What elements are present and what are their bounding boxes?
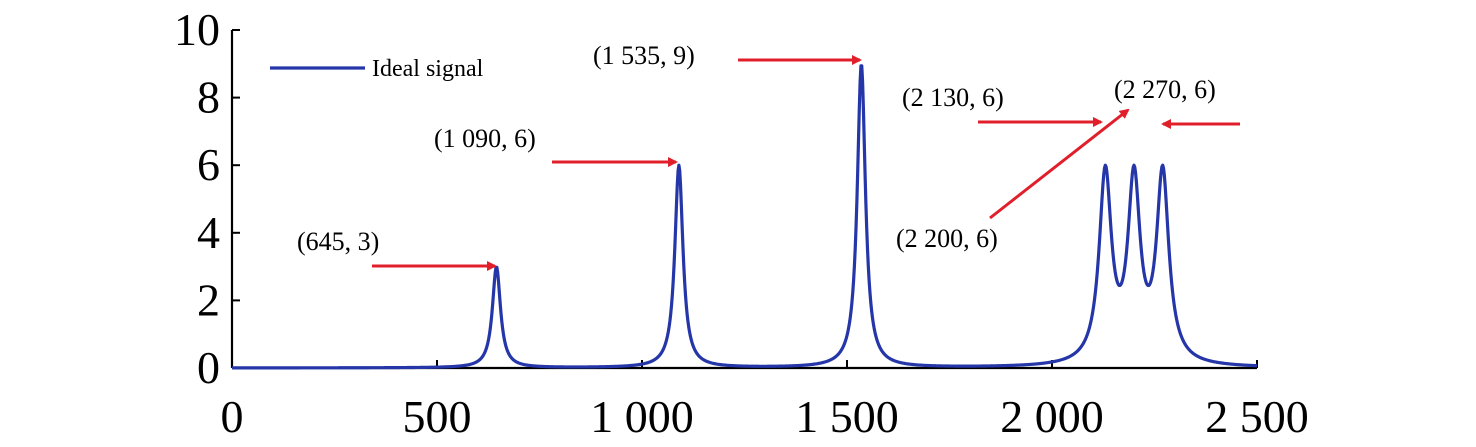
y-tick-label: 6 — [197, 139, 220, 190]
x-tick-label: 2 000 — [1000, 391, 1104, 442]
y-tick-label: 10 — [174, 4, 220, 55]
x-tick-label: 1 500 — [795, 391, 899, 442]
y-tick-label: 2 — [197, 274, 220, 325]
y-tick-label: 4 — [197, 207, 220, 258]
series-layer — [231, 64, 1258, 370]
x-tick-label: 500 — [403, 391, 472, 442]
annotation-arrow — [989, 108, 1130, 220]
x-tick-label: 0 — [221, 391, 244, 442]
annotation-label: (1 090, 6) — [434, 124, 536, 153]
series-line-ideal-signal — [231, 64, 1258, 370]
annotation-label: (2 270, 6) — [1114, 75, 1216, 104]
annotation-label: (2 130, 6) — [902, 83, 1004, 112]
annotation-label: (2 200, 6) — [896, 224, 998, 253]
axes: 0 500 1 000 1 500 2 000 2 500 0 2 4 6 8 10 — [174, 4, 1309, 442]
y-tick-label: 8 — [197, 72, 220, 123]
annotation-layer: (645, 3) (1 090, 6) (1 535, 9) (2 130, 6) (2… — [297, 41, 1240, 271]
x-tick-label: 2 500 — [1205, 391, 1309, 442]
x-tick-label: 1 000 — [590, 391, 694, 442]
y-tick-label: 0 — [197, 342, 220, 393]
legend: Ideal signal — [270, 56, 484, 82]
legend-label: Ideal signal — [372, 56, 484, 82]
annotation-label: (645, 3) — [297, 227, 379, 256]
annotation-label: (1 535, 9) — [593, 41, 695, 70]
